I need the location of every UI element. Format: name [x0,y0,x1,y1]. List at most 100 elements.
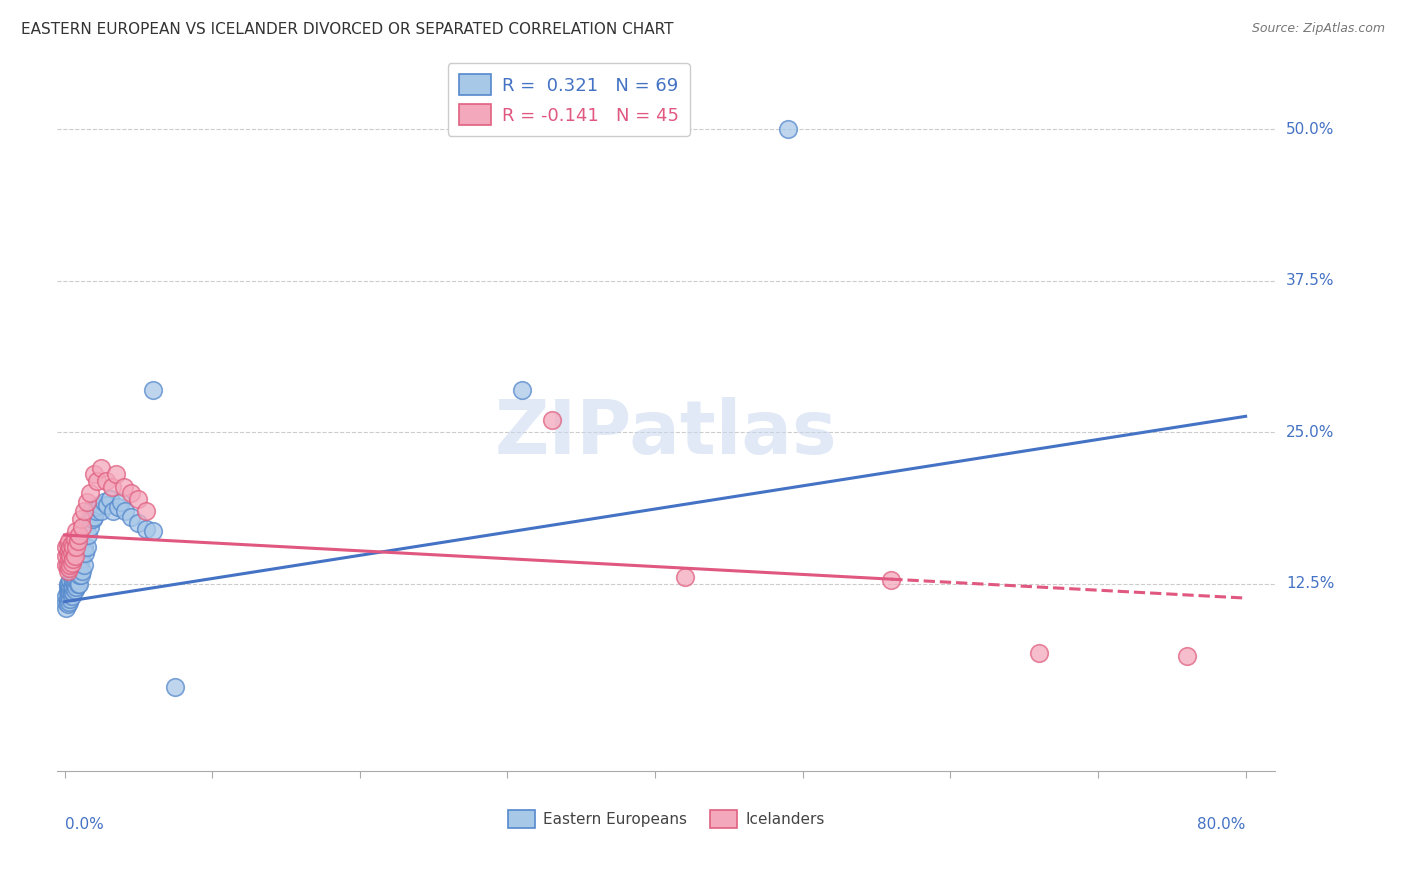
Point [1175,649,1198,664]
Text: EASTERN EUROPEAN VS ICELANDER DIVORCED OR SEPARATED CORRELATION CHART: EASTERN EUROPEAN VS ICELANDER DIVORCED O… [21,22,673,37]
Point [59,585,82,599]
Point [58,534,80,549]
Point [165,680,187,694]
Point [62,573,84,587]
Text: 0.0%: 0.0% [65,817,103,832]
Point [75,546,97,560]
Point [55,600,77,615]
Point [142,524,165,539]
Point [90,504,112,518]
Point [510,383,533,397]
Point [66,565,89,579]
Point [60,565,83,579]
Point [60,570,83,584]
Point [69,552,91,566]
Point [107,500,129,515]
Point [142,383,165,397]
Point [65,524,87,539]
Point [112,479,135,493]
Point [84,504,107,518]
Point [56,565,79,579]
Point [56,558,79,573]
Point [60,585,83,599]
Point [59,573,82,587]
Point [56,536,79,550]
Point [135,504,157,518]
Text: Source: ZipAtlas.com: Source: ZipAtlas.com [1251,22,1385,36]
Point [673,570,696,584]
Point [63,582,86,597]
Point [58,561,80,575]
Point [83,509,105,524]
Point [56,585,79,599]
Point [89,498,111,512]
Point [56,580,79,594]
Point [65,540,87,554]
Point [79,485,101,500]
Point [135,522,157,536]
Point [93,495,115,509]
Point [105,467,128,482]
Point [58,595,80,609]
Point [66,534,89,549]
Point [67,558,90,573]
Point [72,546,94,560]
Point [69,512,91,526]
Text: 80.0%: 80.0% [1198,817,1246,832]
Point [58,589,80,603]
Point [127,491,149,506]
Point [72,565,94,579]
Point [59,540,82,554]
Point [59,558,82,573]
Point [56,546,79,560]
Point [62,552,84,566]
Point [58,582,80,597]
Point [60,580,83,594]
Point [73,540,96,554]
Point [55,558,77,573]
Text: 37.5%: 37.5% [1286,273,1334,288]
Point [59,549,82,563]
Point [1028,646,1050,660]
Point [59,592,82,607]
Point [76,516,98,530]
Point [101,479,124,493]
Text: 25.0%: 25.0% [1286,425,1334,440]
Point [67,528,90,542]
Point [880,573,903,587]
Point [76,540,98,554]
Point [110,495,132,509]
Legend: Eastern Europeans, Icelanders: Eastern Europeans, Icelanders [502,804,831,834]
Point [127,516,149,530]
Point [76,495,98,509]
Point [62,580,84,594]
Point [59,580,82,594]
Point [63,549,86,563]
Text: 12.5%: 12.5% [1286,576,1334,591]
Point [55,540,77,554]
Point [86,500,108,515]
Point [62,540,84,554]
Point [60,546,83,560]
Point [65,565,87,579]
Point [56,597,79,611]
Point [94,474,117,488]
Point [79,519,101,533]
Point [65,573,87,587]
Point [82,512,104,526]
Point [56,592,79,607]
Point [63,576,86,591]
Point [90,461,112,475]
Point [62,568,84,582]
Point [67,576,90,591]
Point [60,556,83,570]
Point [60,536,83,550]
Point [63,532,86,546]
Text: ZIPatlas: ZIPatlas [495,398,838,470]
Point [58,544,80,558]
Point [540,413,562,427]
Point [69,568,91,582]
Point [58,552,80,566]
Point [776,122,799,136]
Point [73,558,96,573]
